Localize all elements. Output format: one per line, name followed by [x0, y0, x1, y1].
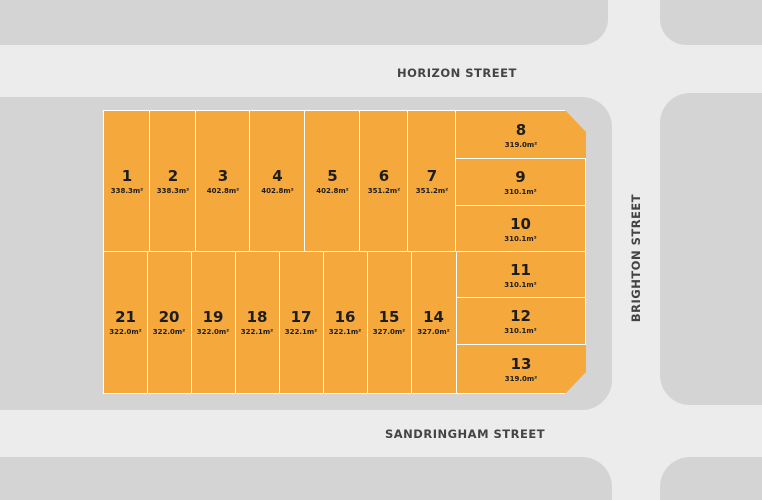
lot-area: 319.0m²	[504, 374, 538, 383]
lot-21[interactable]: 21 322.0m²	[103, 251, 148, 394]
lot-9[interactable]: 9 310.1m²	[455, 158, 586, 207]
lot-number: 12	[510, 307, 531, 325]
lot-area: 402.8m²	[316, 187, 349, 195]
lot-area: 351.2m²	[415, 187, 449, 195]
street-label-horizon: HORIZON STREET	[397, 66, 517, 80]
block-bottom-left	[0, 457, 612, 500]
lot-20[interactable]: 20 322.0m²	[146, 251, 192, 394]
lot-7[interactable]: 7 351.2m²	[407, 110, 457, 253]
lot-number: 7	[426, 167, 438, 185]
lot-number: 2	[167, 167, 179, 185]
lot-11[interactable]: 11 310.1m²	[455, 251, 586, 299]
lot-number: 3	[217, 167, 229, 185]
lot-area: 319.0m²	[504, 140, 538, 149]
lot-area: 338.3m²	[156, 187, 190, 195]
lot-area: 322.0m²	[109, 328, 142, 336]
block-top-right	[660, 0, 762, 45]
lot-16[interactable]: 16 322.1m²	[322, 251, 368, 394]
block-right	[660, 93, 762, 405]
lot-3[interactable]: 3 402.8m²	[195, 110, 251, 253]
lot-number: 9	[515, 168, 526, 186]
street-label-brighton: BRIGHTON STREET	[629, 193, 643, 323]
block-top-left	[0, 0, 608, 45]
lot-number: 10	[510, 214, 531, 233]
lot-area: 322.0m²	[152, 328, 186, 336]
lot-area: 351.2m²	[367, 187, 401, 195]
lot-4[interactable]: 4 402.8m²	[249, 110, 306, 253]
lot-12[interactable]: 12 310.1m²	[455, 297, 586, 346]
lot-area: 327.0m²	[417, 328, 450, 336]
lot-number: 4	[272, 167, 283, 185]
lot-area: 310.1m²	[504, 188, 537, 196]
lot-number: 6	[378, 167, 390, 185]
lot-area: 327.0m²	[372, 328, 406, 336]
lot-number: 5	[327, 167, 338, 185]
lot-number: 1	[121, 167, 133, 185]
lot-area: 402.8m²	[206, 187, 240, 195]
lot-14[interactable]: 14 327.0m²	[410, 251, 457, 394]
lot-6[interactable]: 6 351.2m²	[359, 110, 409, 253]
lot-number: 20	[158, 308, 180, 326]
lot-number: 16	[334, 308, 356, 326]
lot-19[interactable]: 19 322.0m²	[190, 251, 236, 394]
lot-number: 11	[510, 260, 531, 279]
lot-15[interactable]: 15 327.0m²	[366, 251, 412, 394]
lot-5[interactable]: 5 402.8m²	[304, 110, 361, 253]
lot-number: 8	[515, 120, 527, 139]
lot-10[interactable]: 10 310.1m²	[455, 205, 586, 253]
lot-number: 14	[423, 308, 444, 326]
lot-1[interactable]: 1 338.3m²	[103, 110, 151, 253]
lot-number: 19	[202, 308, 224, 326]
lot-area: 322.0m²	[196, 328, 230, 336]
lot-area: 322.1m²	[240, 328, 274, 336]
lot-18[interactable]: 18 322.1m²	[234, 251, 280, 394]
lot-area: 322.1m²	[328, 328, 362, 336]
lot-area: 310.1m²	[504, 327, 537, 335]
lot-17[interactable]: 17 322.1m²	[278, 251, 324, 394]
lot-number: 21	[115, 308, 136, 326]
lot-area: 322.1m²	[284, 328, 318, 336]
lot-13[interactable]: 13 319.0m²	[455, 344, 586, 394]
lot-area: 402.8m²	[261, 187, 294, 195]
lot-8[interactable]: 8 319.0m²	[455, 110, 586, 160]
block-bottom-right	[660, 457, 762, 500]
lot-2[interactable]: 2 338.3m²	[149, 110, 197, 253]
lot-number: 17	[290, 308, 312, 326]
lot-number: 18	[246, 308, 268, 326]
lot-number: 15	[378, 308, 400, 326]
street-label-sandringham: SANDRINGHAM STREET	[385, 427, 546, 441]
lot-number: 13	[510, 354, 532, 373]
lot-area: 310.1m²	[504, 234, 537, 243]
lot-area: 338.3m²	[110, 187, 144, 195]
lot-area: 310.1m²	[504, 280, 537, 289]
